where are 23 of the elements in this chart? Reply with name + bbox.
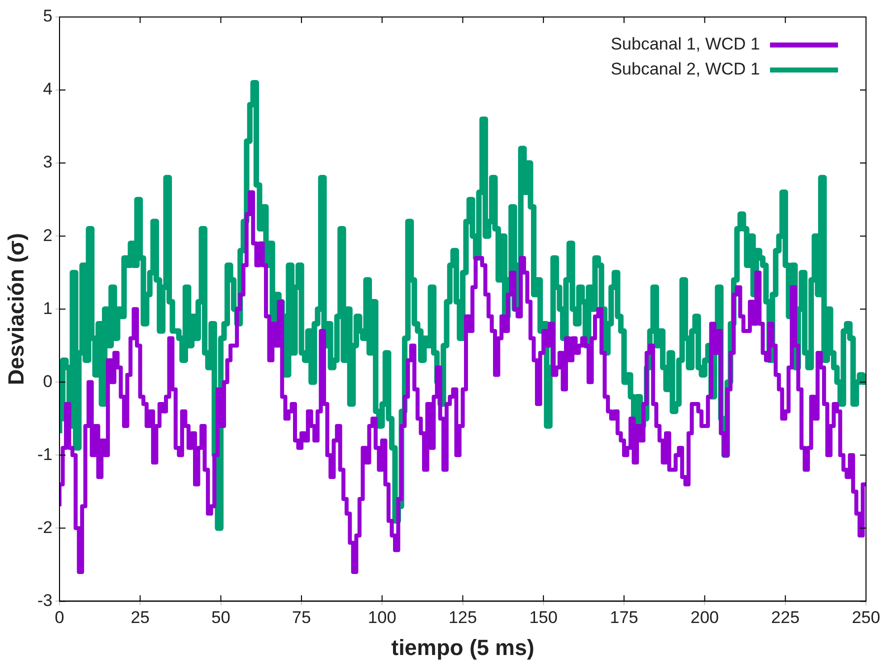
y-tick-label: 4 — [43, 80, 53, 99]
legend-label: Subcanal 1, WCD 1 — [610, 34, 760, 54]
y-tick-label: 0 — [43, 372, 53, 391]
x-tick-label: 225 — [771, 608, 800, 628]
legend-label: Subcanal 2, WCD 1 — [610, 60, 760, 79]
x-tick-label: 150 — [529, 608, 558, 628]
x-tick-label: 75 — [292, 608, 311, 628]
x-tick-label: 50 — [211, 608, 230, 628]
x-tick-label: 250 — [852, 608, 880, 628]
x-tick-label: 200 — [690, 608, 719, 628]
y-tick-label: 2 — [43, 226, 53, 245]
x-tick-label: 100 — [368, 608, 396, 628]
x-tick-label: 25 — [130, 608, 150, 628]
y-tick-label: -3 — [37, 590, 53, 610]
y-tick-label: 3 — [43, 152, 53, 172]
y-axis-title: Desviación (σ) — [3, 233, 28, 386]
y-tick-label: 5 — [43, 6, 53, 26]
x-tick-label: 175 — [610, 608, 638, 628]
y-tick-label: 1 — [43, 298, 53, 318]
x-axis-title: tiempo (5 ms) — [391, 634, 534, 660]
y-tick-label: -2 — [37, 518, 53, 537]
x-tick-label: 125 — [448, 608, 477, 628]
y-tick-label: -1 — [37, 444, 53, 464]
